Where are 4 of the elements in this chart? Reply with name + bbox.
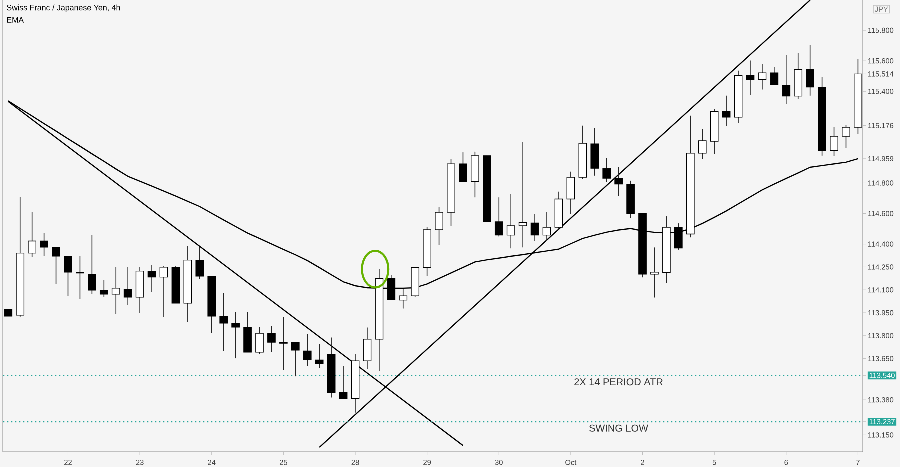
ref-line-label: 2X 14 PERIOD ATR xyxy=(574,378,663,386)
text: EMA xyxy=(7,17,24,23)
text: Swiss Franc / Japanese Yen, 4h xyxy=(7,4,120,12)
ref-line-label: SWING LOW xyxy=(590,424,648,432)
